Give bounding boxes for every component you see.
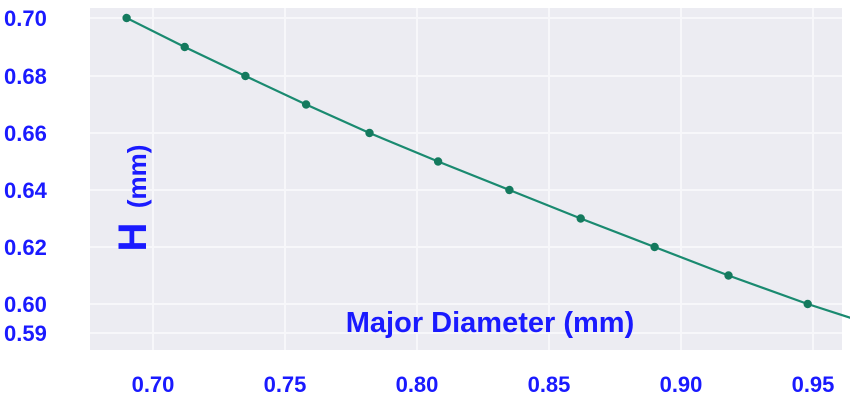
data-series — [126, 17, 850, 319]
data-point — [576, 214, 585, 223]
series-line — [126, 17, 850, 319]
y-axis-title-unit: (mm) — [122, 145, 152, 209]
grid-lines — [90, 8, 842, 350]
y-tick-label: 0.59 — [4, 321, 47, 346]
x-tick-label: 0.70 — [132, 372, 175, 397]
data-markers — [122, 13, 812, 309]
data-point — [241, 71, 250, 81]
data-point — [433, 157, 443, 166]
y-tick-label: 0.62 — [4, 235, 47, 260]
data-point — [301, 100, 311, 109]
y-tick-label: 0.68 — [4, 64, 47, 89]
y-tick-label: 0.60 — [4, 292, 47, 317]
data-point — [505, 185, 514, 195]
data-point — [803, 299, 812, 309]
x-tick-label: 0.80 — [396, 372, 439, 397]
y-axis-title: H (mm) — [111, 145, 155, 252]
x-tick-label: 0.95 — [792, 372, 835, 397]
plot-background — [90, 8, 842, 350]
y-axis-title-main: H — [111, 223, 155, 252]
data-point — [365, 128, 374, 138]
y-tick-label: 0.64 — [4, 178, 48, 203]
y-tick-label: 0.66 — [4, 121, 47, 146]
x-axis-ticks: 0.70 0.75 0.80 0.85 0.90 0.95 — [132, 372, 835, 397]
data-point — [650, 242, 659, 252]
svg-text:H (mm): H (mm) — [111, 145, 155, 252]
x-tick-label: 0.75 — [264, 372, 307, 397]
data-point — [122, 13, 131, 23]
x-tick-label: 0.85 — [528, 372, 571, 397]
data-point — [180, 42, 189, 52]
data-point — [724, 271, 733, 280]
y-tick-label: 0.70 — [4, 6, 47, 31]
x-tick-label: 0.90 — [660, 372, 703, 397]
y-axis-ticks: 0.70 0.68 0.66 0.64 0.62 0.60 0.59 — [4, 6, 48, 346]
x-axis-title: Major Diameter (mm) — [346, 307, 634, 339]
